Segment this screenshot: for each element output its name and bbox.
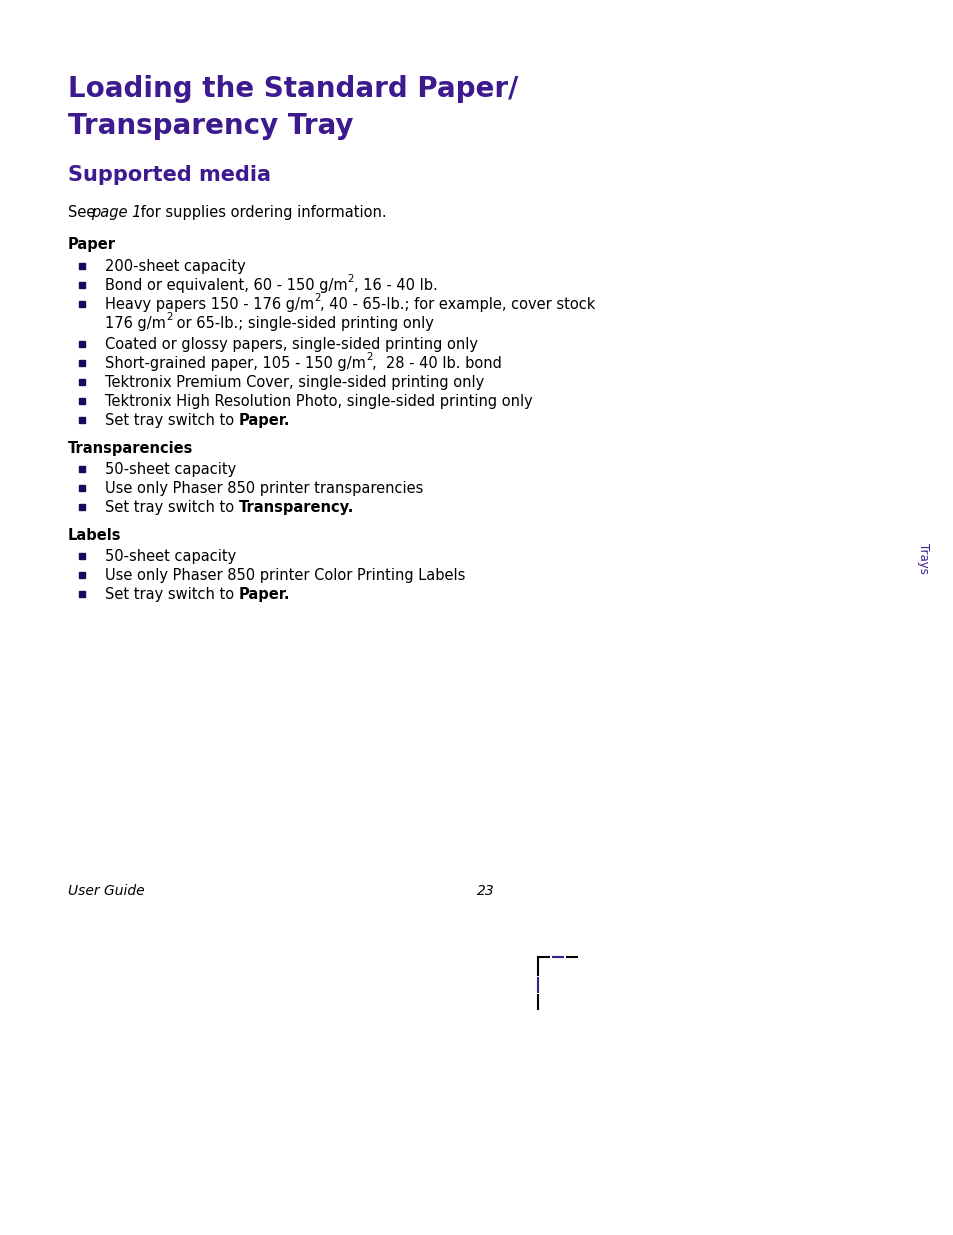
Text: page 1: page 1 bbox=[91, 205, 141, 220]
Text: 50-sheet capacity: 50-sheet capacity bbox=[105, 550, 236, 564]
Text: 2: 2 bbox=[314, 293, 320, 303]
Text: , 16 - 40 lb.: , 16 - 40 lb. bbox=[354, 278, 437, 293]
Text: Paper: Paper bbox=[68, 237, 116, 252]
Text: 2: 2 bbox=[166, 312, 172, 322]
Text: Transparencies: Transparencies bbox=[68, 441, 193, 456]
Text: See: See bbox=[68, 205, 100, 220]
Text: Coated or glossy papers, single-sided printing only: Coated or glossy papers, single-sided pr… bbox=[105, 337, 477, 352]
Text: Set tray switch to: Set tray switch to bbox=[105, 412, 238, 429]
Text: Set tray switch to: Set tray switch to bbox=[105, 587, 238, 601]
Text: , 40 - 65-lb.; for example, cover stock: , 40 - 65-lb.; for example, cover stock bbox=[320, 296, 596, 312]
Text: Transparency Tray: Transparency Tray bbox=[68, 112, 354, 140]
Text: Bond or equivalent, 60 - 150 g/m: Bond or equivalent, 60 - 150 g/m bbox=[105, 278, 347, 293]
Text: Set tray switch to: Set tray switch to bbox=[105, 500, 238, 515]
Text: Use only Phaser 850 printer Color Printing Labels: Use only Phaser 850 printer Color Printi… bbox=[105, 568, 465, 583]
Text: Paper.: Paper. bbox=[238, 587, 290, 601]
Text: Heavy papers 150 - 176 g/m: Heavy papers 150 - 176 g/m bbox=[105, 296, 314, 312]
Text: Tektronix High Resolution Photo, single-sided printing only: Tektronix High Resolution Photo, single-… bbox=[105, 394, 532, 409]
Text: Transparency.: Transparency. bbox=[238, 500, 354, 515]
Text: or 65-lb.; single-sided printing only: or 65-lb.; single-sided printing only bbox=[172, 316, 434, 331]
Text: Trays: Trays bbox=[917, 542, 929, 573]
Text: 2: 2 bbox=[347, 274, 354, 284]
Text: 176 g/m: 176 g/m bbox=[105, 316, 166, 331]
Text: User Guide: User Guide bbox=[68, 884, 145, 898]
Text: Short-grained paper, 105 - 150 g/m: Short-grained paper, 105 - 150 g/m bbox=[105, 356, 366, 370]
Text: 23: 23 bbox=[476, 884, 495, 898]
Text: 2: 2 bbox=[366, 352, 372, 362]
Text: Use only Phaser 850 printer transparencies: Use only Phaser 850 printer transparenci… bbox=[105, 480, 423, 496]
Text: Labels: Labels bbox=[68, 529, 121, 543]
Text: Loading the Standard Paper/: Loading the Standard Paper/ bbox=[68, 75, 517, 103]
Text: Paper.: Paper. bbox=[238, 412, 290, 429]
Text: 200-sheet capacity: 200-sheet capacity bbox=[105, 259, 246, 274]
Text: ,  28 - 40 lb. bond: , 28 - 40 lb. bond bbox=[372, 356, 501, 370]
Text: 50-sheet capacity: 50-sheet capacity bbox=[105, 462, 236, 477]
Text: Tektronix Premium Cover, single-sided printing only: Tektronix Premium Cover, single-sided pr… bbox=[105, 375, 484, 390]
Text: Supported media: Supported media bbox=[68, 165, 271, 185]
Text: for supplies ordering information.: for supplies ordering information. bbox=[136, 205, 386, 220]
